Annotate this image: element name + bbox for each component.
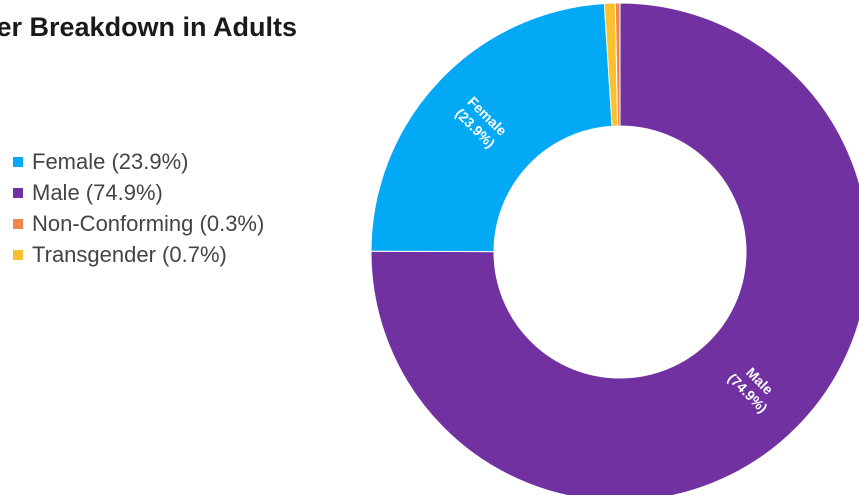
legend-swatch-transgender (13, 249, 23, 260)
legend-item-non-conforming[interactable]: Non-Conforming (0.3%) (13, 208, 264, 239)
legend-item-transgender[interactable]: Transgender (0.7%) (13, 239, 264, 270)
legend-item-female[interactable]: Female (23.9%) (13, 146, 264, 177)
legend-label-male: Male (74.9%) (32, 179, 163, 205)
legend-swatch-non-conforming (13, 218, 23, 229)
legend-swatch-male (13, 187, 23, 198)
legend-label-non-conforming: Non-Conforming (0.3%) (32, 210, 265, 236)
chart-title: der Breakdown in Adults (0, 12, 298, 42)
legend-label-transgender: Transgender (0.7%) (32, 241, 227, 267)
slice-female[interactable] (370, 2, 613, 253)
chart-legend: Female (23.9%) Male (74.9%) Non-Conformi… (13, 146, 264, 270)
legend-item-male[interactable]: Male (74.9%) (13, 177, 264, 208)
legend-swatch-female (13, 156, 23, 167)
legend-label-female: Female (23.9%) (32, 148, 189, 174)
slice-male[interactable] (370, 2, 859, 495)
slice-non-conforming[interactable] (614, 2, 621, 127)
